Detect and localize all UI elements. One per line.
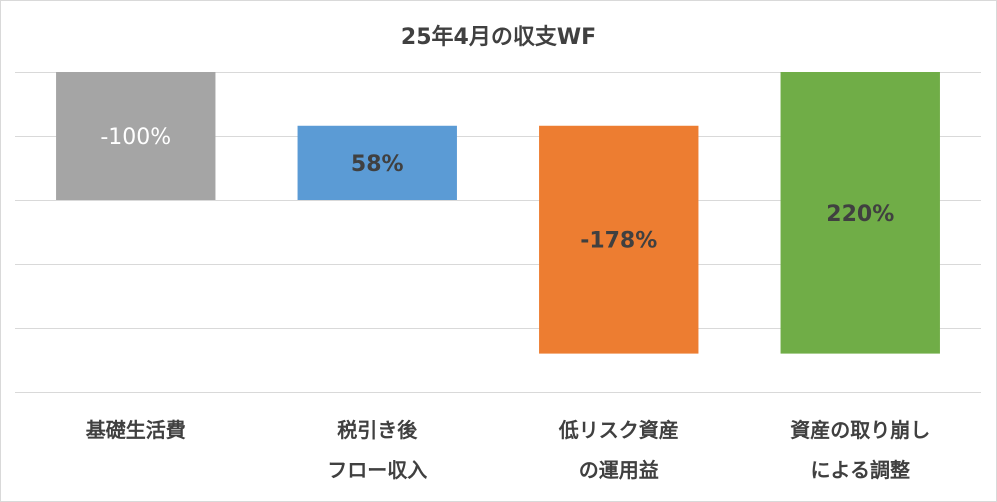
data-label-3: -178% [580,229,657,254]
category-label-2: 税引き後 フロー収入 [327,418,428,482]
data-label-2: 58% [351,152,404,177]
category-label-3: 低リスク資産 の運用益 [558,418,679,482]
data-label-4: 220% [826,202,894,227]
bar-3 [539,125,699,354]
data-label-1: -100% [100,125,171,150]
category-label-1: 基礎生活費 [85,418,186,442]
category-label-4: 資産の取り崩し による調整 [790,418,931,482]
chart-title: 25年4月の収支WF [400,25,597,50]
bar-1 [56,72,216,200]
bar-2 [297,125,457,200]
bar-4 [780,72,940,354]
